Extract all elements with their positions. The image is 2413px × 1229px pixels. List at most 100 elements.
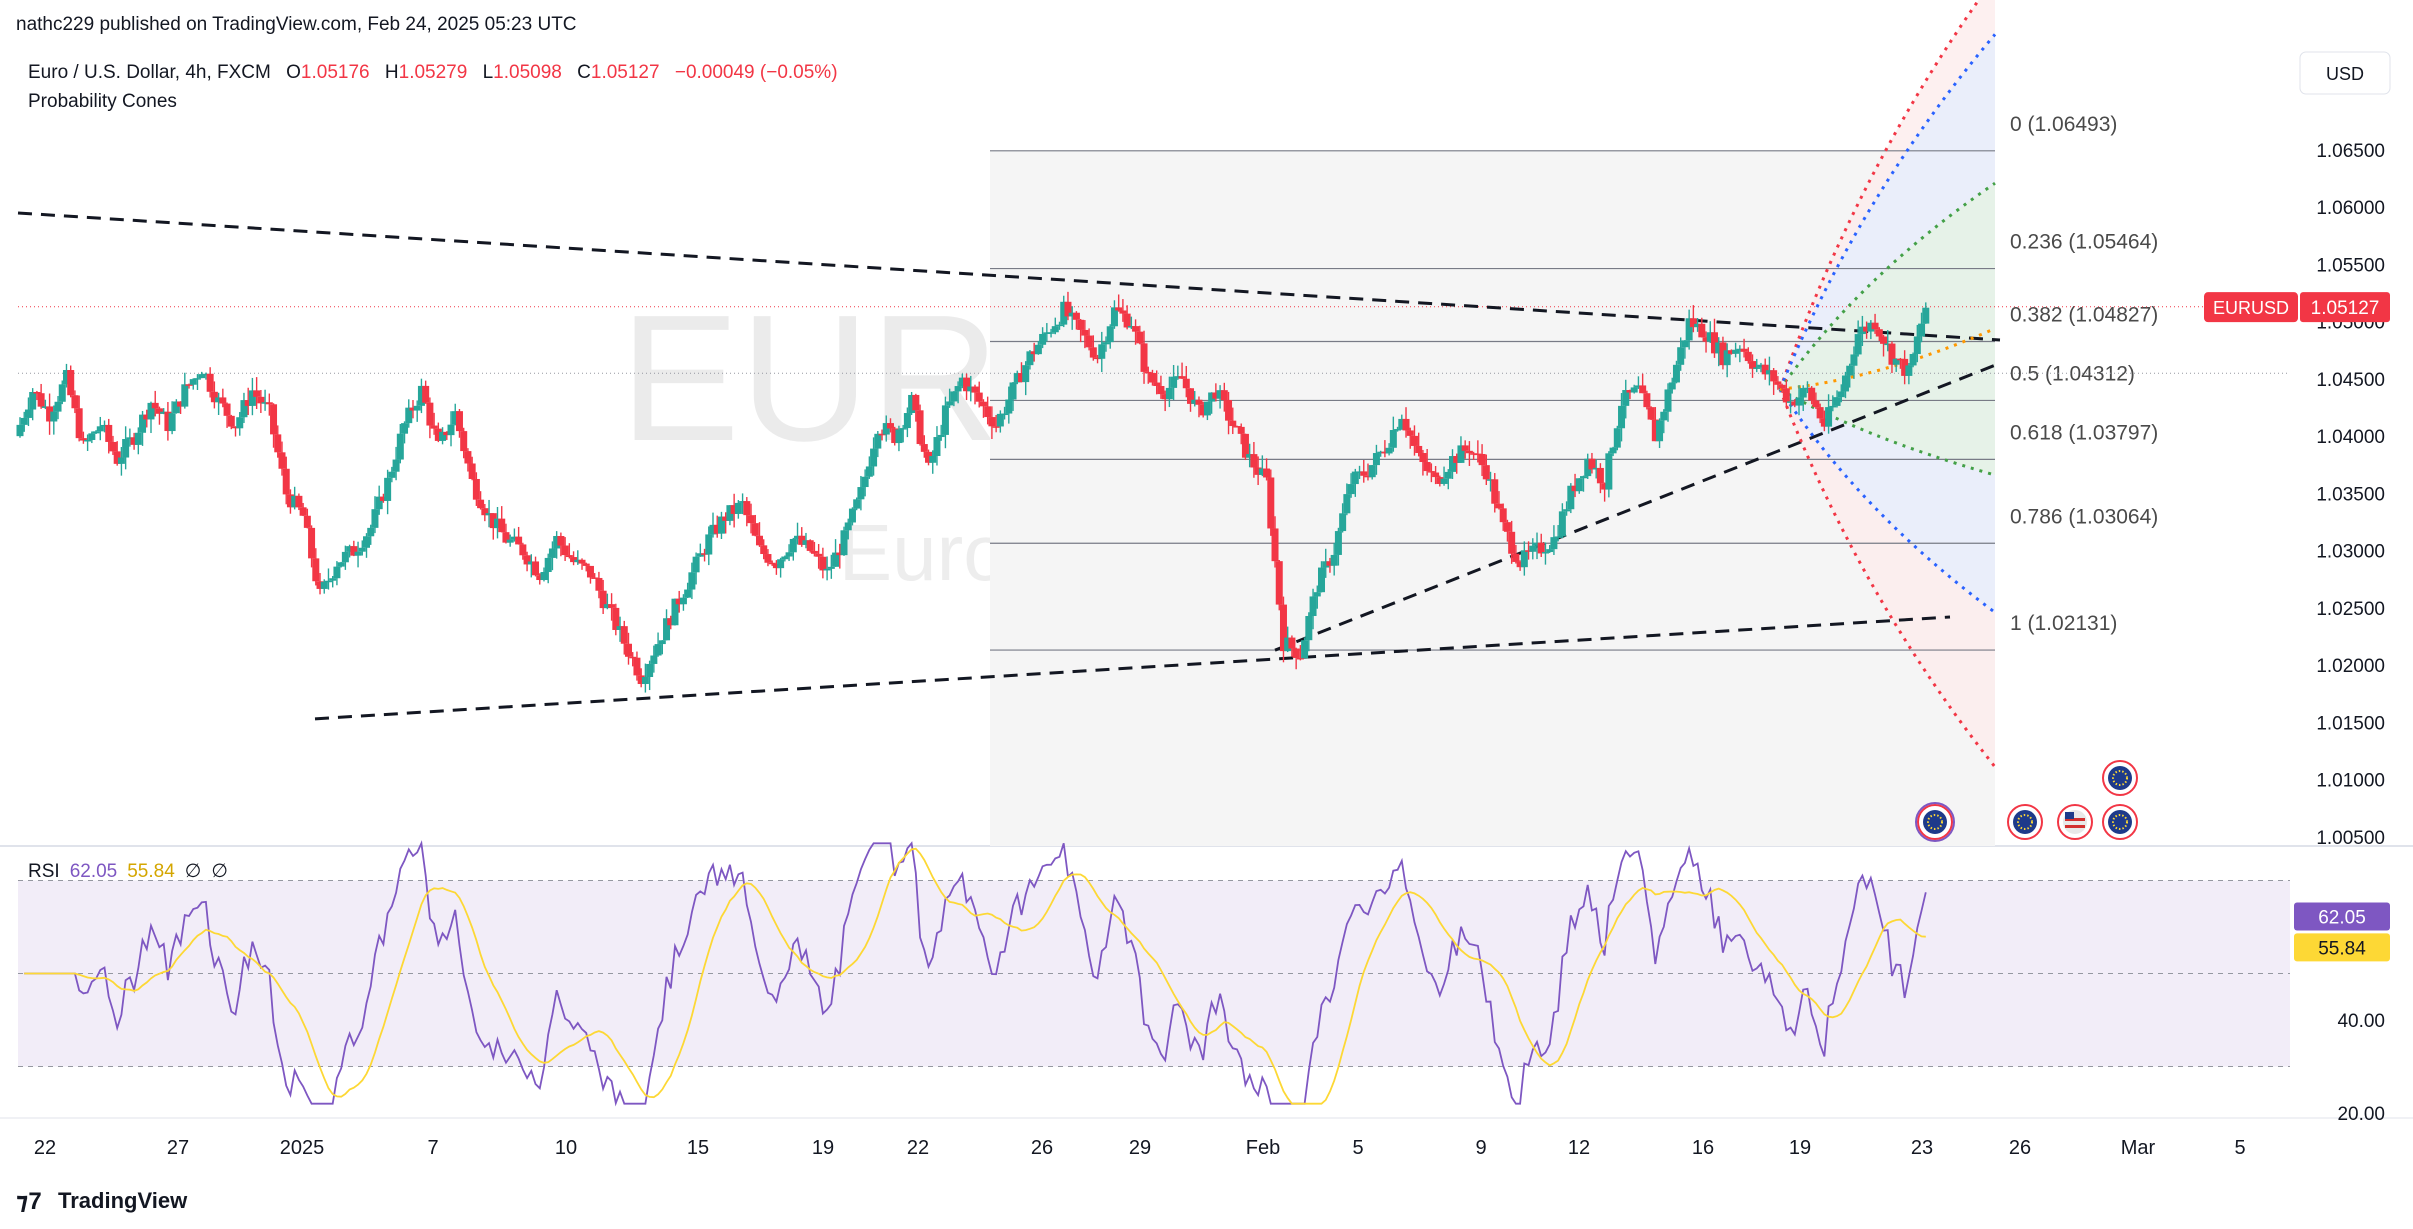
candle bbox=[155, 408, 163, 414]
low-label: L bbox=[483, 62, 494, 83]
candle bbox=[1436, 477, 1444, 484]
price-tick: 1.00500 bbox=[2316, 828, 2385, 849]
candle bbox=[1732, 349, 1740, 354]
candle bbox=[1415, 445, 1423, 454]
rsi-line bbox=[24, 840, 1927, 1107]
candle bbox=[481, 508, 489, 516]
candle bbox=[346, 546, 354, 552]
candle bbox=[1423, 462, 1431, 472]
candle bbox=[734, 502, 742, 514]
candle bbox=[388, 471, 396, 478]
candle bbox=[684, 589, 692, 598]
candle bbox=[506, 539, 514, 543]
candle bbox=[1719, 342, 1727, 366]
us-flag-icon[interactable] bbox=[2057, 804, 2093, 840]
candle bbox=[844, 522, 852, 531]
candle bbox=[578, 559, 586, 564]
eu-flag-icon[interactable] bbox=[2007, 804, 2043, 840]
candle bbox=[88, 433, 96, 440]
price-tick: 1.04500 bbox=[2316, 370, 2385, 391]
candle bbox=[1250, 454, 1258, 468]
candle bbox=[946, 401, 954, 406]
candle bbox=[109, 441, 117, 452]
currency-button[interactable] bbox=[2299, 51, 2391, 95]
candle bbox=[1144, 371, 1152, 374]
candle bbox=[1478, 454, 1486, 466]
candle bbox=[477, 499, 485, 509]
candle bbox=[1279, 604, 1287, 652]
candle bbox=[650, 655, 658, 664]
candle bbox=[1339, 513, 1347, 532]
candle bbox=[815, 553, 823, 557]
candle bbox=[198, 374, 206, 379]
eu-stars bbox=[1927, 814, 1943, 830]
time-tick: 23 bbox=[1911, 1137, 1933, 1159]
candle bbox=[870, 448, 878, 467]
cone-blue-lower bbox=[1778, 388, 1996, 614]
candle bbox=[1305, 616, 1313, 641]
candle bbox=[950, 391, 958, 402]
price-tick: 1.05500 bbox=[2316, 255, 2385, 276]
candle bbox=[451, 411, 459, 425]
candle bbox=[1694, 323, 1702, 328]
candle bbox=[1148, 372, 1156, 383]
candle bbox=[1178, 376, 1186, 379]
candle bbox=[1643, 393, 1651, 408]
candle bbox=[1918, 323, 1926, 337]
candle bbox=[696, 553, 704, 557]
candle bbox=[688, 572, 696, 590]
candle bbox=[147, 402, 155, 420]
candle bbox=[1672, 364, 1680, 383]
candle bbox=[1381, 451, 1389, 454]
candle bbox=[75, 408, 83, 439]
candle bbox=[422, 385, 430, 403]
trendline-2 bbox=[314, 615, 1951, 721]
candle bbox=[308, 527, 316, 559]
eu-flag-icon[interactable] bbox=[1917, 804, 1953, 840]
candle bbox=[1554, 536, 1562, 538]
candle bbox=[1503, 522, 1511, 532]
tradingview-logo[interactable]: ⁊7 TradingView bbox=[16, 1188, 188, 1215]
candle bbox=[489, 513, 497, 529]
candle bbox=[920, 444, 928, 452]
candle bbox=[1749, 361, 1757, 369]
candle bbox=[836, 552, 844, 556]
eu-flag-icon[interactable] bbox=[2102, 760, 2138, 796]
candle bbox=[819, 556, 827, 571]
candle bbox=[1550, 537, 1558, 550]
candle bbox=[713, 524, 721, 534]
candle bbox=[603, 604, 611, 609]
candle bbox=[882, 423, 890, 435]
candle bbox=[1068, 312, 1076, 317]
candle bbox=[760, 545, 768, 555]
candle bbox=[988, 417, 996, 427]
candle bbox=[1457, 445, 1465, 463]
rsi-pane[interactable]: RSI 62.05 55.84 ∅ ∅ bbox=[18, 840, 2290, 1107]
candle bbox=[1744, 351, 1752, 362]
candle bbox=[515, 536, 523, 545]
candle bbox=[430, 425, 438, 429]
eu-flag-icon[interactable] bbox=[2102, 804, 2138, 840]
time-tick: 19 bbox=[1789, 1137, 1811, 1159]
candle bbox=[1318, 567, 1326, 593]
candle bbox=[553, 536, 561, 549]
candle bbox=[916, 410, 924, 445]
price-tick: 1.01000 bbox=[2316, 771, 2385, 792]
time-tick: 27 bbox=[167, 1137, 189, 1159]
candle bbox=[371, 509, 379, 528]
candle bbox=[189, 379, 197, 385]
candle bbox=[1432, 472, 1440, 478]
main-price-pane[interactable]: 0 (1.06493) 0.236 (1.05464) 0.382 (1.04827… bbox=[16, 0, 2291, 846]
candle bbox=[1098, 344, 1106, 359]
candle bbox=[1465, 450, 1473, 454]
rsi-tick: 40.00 bbox=[2337, 1011, 2385, 1032]
candle bbox=[1491, 479, 1499, 504]
candle bbox=[532, 561, 540, 576]
last-price-marker: EURUSD 1.05127 bbox=[2204, 292, 2390, 323]
event-marker-flag bbox=[2108, 766, 2132, 790]
time-tick: 15 bbox=[687, 1137, 709, 1159]
candle bbox=[1017, 373, 1025, 383]
candle bbox=[1816, 407, 1824, 419]
candle bbox=[979, 401, 987, 407]
